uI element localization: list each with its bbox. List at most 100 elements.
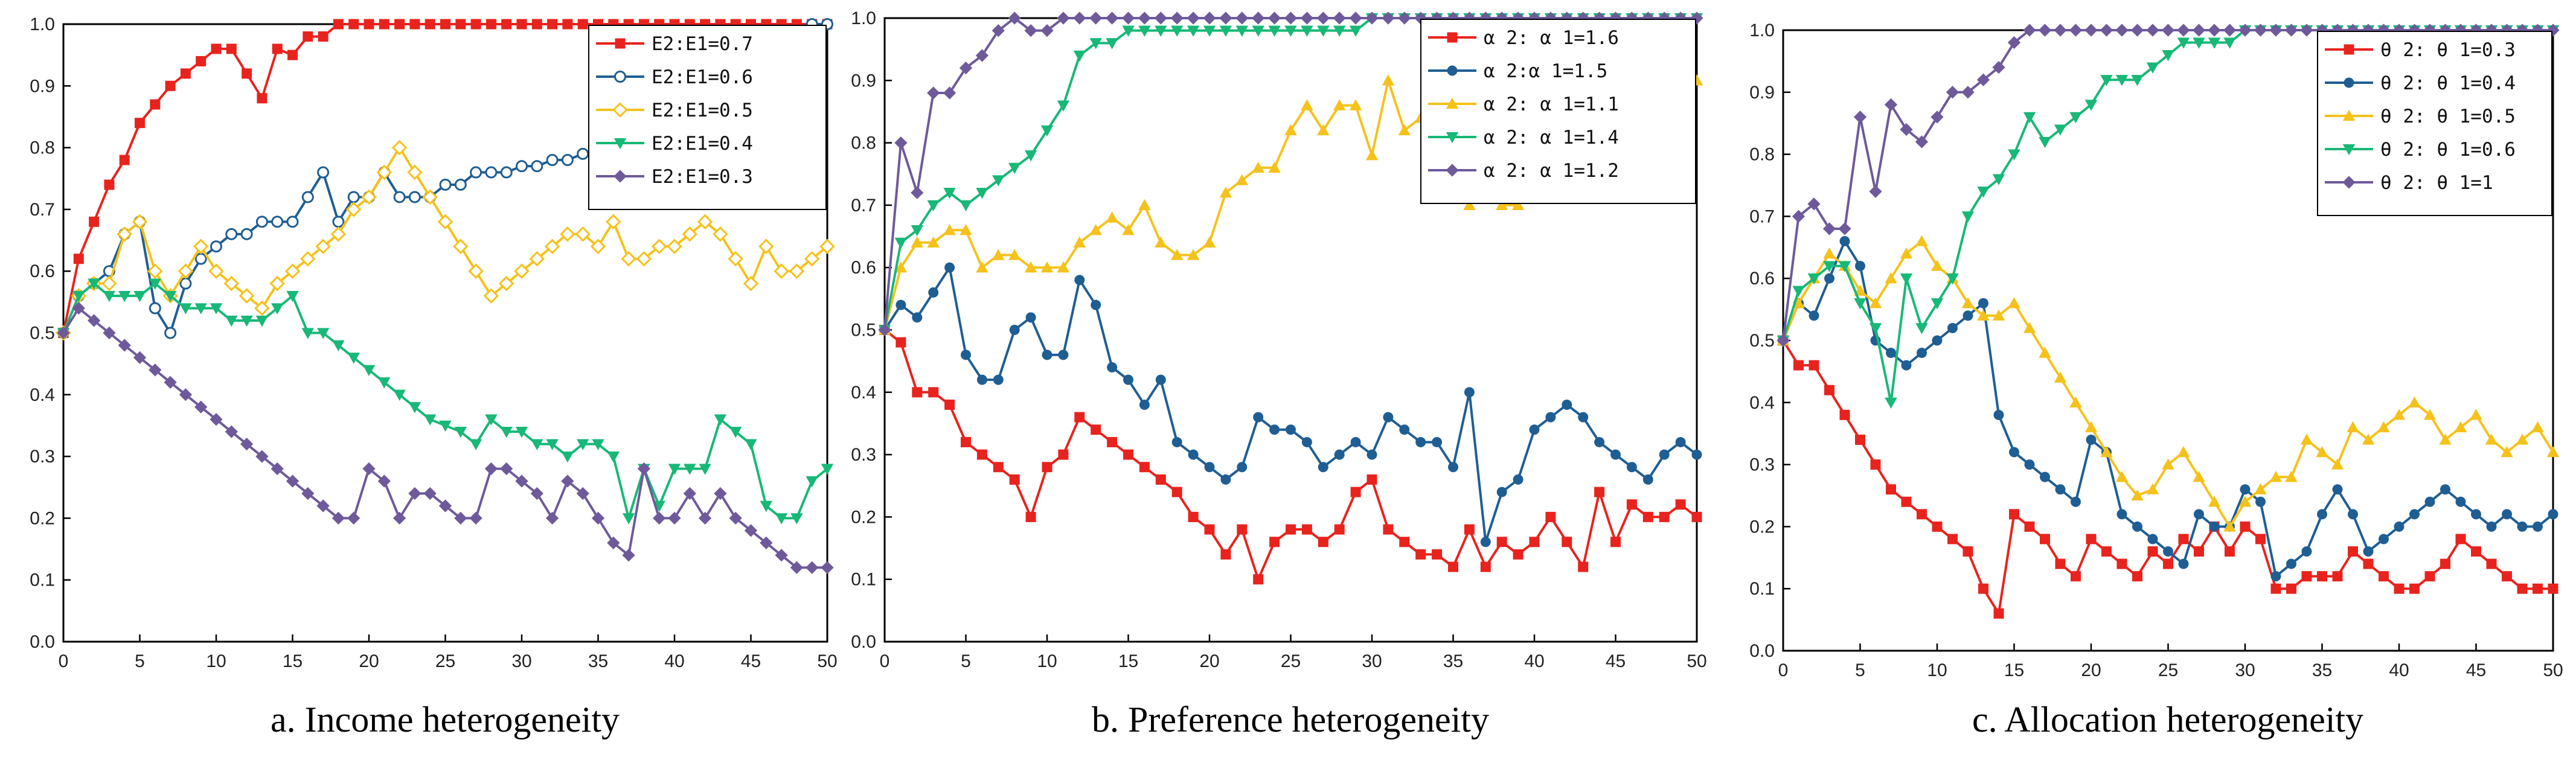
data-point <box>2100 75 2113 86</box>
data-point <box>1448 462 1458 473</box>
data-point <box>149 363 162 377</box>
data-point <box>332 340 345 352</box>
y-tick-label: 0.8 <box>30 138 55 158</box>
data-point <box>622 549 635 562</box>
data-point <box>621 251 636 267</box>
data-point <box>514 263 530 279</box>
data-point <box>1237 462 1248 473</box>
data-point <box>2424 496 2435 507</box>
data-point <box>928 287 939 298</box>
data-point <box>622 513 635 525</box>
data-point <box>1432 436 1443 447</box>
data-point <box>333 19 344 30</box>
data-point <box>544 238 560 255</box>
data-point <box>531 160 543 173</box>
data-point <box>1333 99 1346 110</box>
data-point <box>2225 546 2235 557</box>
x-tick-label: 10 <box>1037 651 1057 671</box>
data-point <box>424 414 437 426</box>
data-point <box>210 303 223 315</box>
data-point <box>240 315 253 327</box>
data-point <box>1318 462 1328 473</box>
series-line <box>62 307 827 569</box>
data-point <box>2055 484 2066 495</box>
data-point <box>1946 86 1959 99</box>
data-point <box>1691 449 1702 460</box>
data-point <box>1187 249 1200 260</box>
data-point <box>2131 489 2144 501</box>
data-point <box>2379 571 2389 582</box>
data-point <box>2023 112 2036 124</box>
data-point <box>1253 412 1264 423</box>
data-point <box>516 19 527 30</box>
data-point <box>1398 11 1411 25</box>
data-point <box>1123 374 1133 385</box>
data-point <box>2394 521 2405 532</box>
data-point <box>1900 273 1913 285</box>
data-point <box>439 420 452 432</box>
data-point <box>2084 100 2098 111</box>
y-tick-label: 0.5 <box>1749 331 1775 351</box>
data-point <box>1024 150 1037 162</box>
data-point <box>1464 387 1475 398</box>
y-tick-label: 0.9 <box>851 71 876 91</box>
data-point <box>269 275 285 292</box>
data-point <box>1106 211 1118 223</box>
data-point <box>1058 350 1069 360</box>
x-tick-label: 45 <box>2466 660 2486 680</box>
x-tick-label: 30 <box>2235 660 2255 680</box>
data-point <box>1252 11 1265 25</box>
y-tick-label: 0.5 <box>851 321 876 340</box>
data-point <box>133 351 147 365</box>
data-point <box>179 277 192 290</box>
data-point <box>1807 197 1821 211</box>
data-point <box>225 228 238 240</box>
data-point <box>637 462 651 476</box>
legend-marker <box>1447 32 1458 43</box>
data-point <box>607 536 620 549</box>
data-point <box>364 19 374 30</box>
x-tick-label: 20 <box>1199 651 1219 671</box>
data-point <box>2194 546 2204 557</box>
data-point <box>1855 434 1865 445</box>
data-point <box>394 19 405 30</box>
data-point <box>1155 25 1167 37</box>
data-point <box>1838 222 1851 235</box>
x-tick-label: 10 <box>206 651 226 671</box>
legend-label: E2:E1=0.7 <box>652 33 753 55</box>
data-point <box>1496 537 1507 548</box>
data-point <box>194 400 208 414</box>
data-point <box>1855 261 1865 272</box>
data-point <box>653 511 666 525</box>
data-point <box>2348 546 2358 557</box>
data-point <box>530 487 543 500</box>
data-point <box>560 226 575 242</box>
data-point <box>529 251 545 267</box>
data-point <box>72 301 85 315</box>
data-point <box>684 464 696 475</box>
data-point <box>1107 436 1118 447</box>
data-point <box>1171 487 1182 497</box>
data-point <box>1807 273 1821 285</box>
y-tick-label: 0.3 <box>851 445 876 465</box>
data-point <box>1286 524 1296 535</box>
data-point <box>315 238 331 255</box>
legend-label: θ 2: θ 1=0.6 <box>2380 139 2516 161</box>
data-point <box>1268 161 1281 173</box>
legend-marker <box>615 38 626 49</box>
data-point <box>2363 546 2374 557</box>
data-point <box>1824 273 1834 284</box>
legend-marker <box>2342 176 2356 189</box>
data-point <box>516 160 528 173</box>
data-point <box>2208 496 2221 507</box>
data-point <box>961 436 971 447</box>
data-point <box>1513 549 1523 560</box>
data-point <box>2100 24 2113 37</box>
data-point <box>912 387 923 398</box>
data-point <box>729 511 742 525</box>
data-point <box>1203 11 1216 25</box>
data-point <box>330 226 347 242</box>
data-point <box>439 178 452 191</box>
data-point <box>713 226 728 242</box>
data-point <box>1432 549 1443 560</box>
